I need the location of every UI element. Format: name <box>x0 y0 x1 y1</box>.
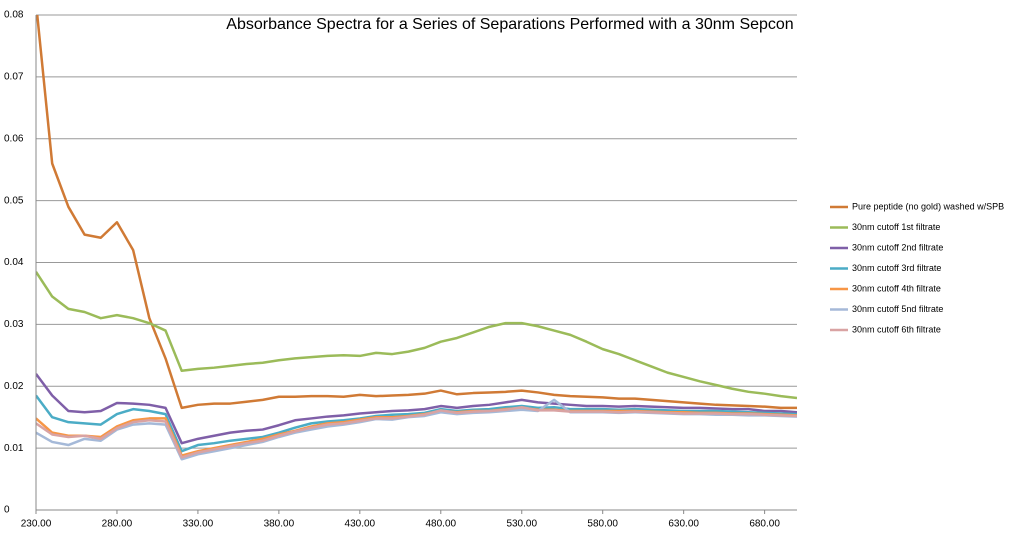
grid <box>36 14 797 511</box>
x-tick-label: 430.00 <box>345 519 376 530</box>
legend-label: 30nm cutoff 4th filtrate <box>852 283 941 293</box>
series-line <box>36 15 797 410</box>
x-tick-label: 480.00 <box>425 519 456 530</box>
chart-title: Absorbance Spectra for a Series of Separ… <box>226 16 793 33</box>
x-tick-label: 530.00 <box>506 519 537 530</box>
y-tick-label: 0.07 <box>4 72 24 83</box>
y-tick-label: 0 <box>4 505 10 516</box>
series-line <box>36 394 797 453</box>
legend-label: 30nm cutoff 6th filtrate <box>852 324 941 334</box>
x-tick-label: 680.00 <box>749 519 780 530</box>
y-tick-label: 0.04 <box>4 257 24 268</box>
y-tick-label: 0.08 <box>4 10 24 21</box>
x-tick-label: 280.00 <box>102 519 133 530</box>
series-line <box>36 373 797 445</box>
legend-label: 30nm cutoff 3rd filtrate <box>852 263 941 273</box>
series-line <box>36 406 797 459</box>
legend-label: 30nm cutoff 2nd filtrate <box>852 242 943 252</box>
y-tick-label: 0.03 <box>4 319 24 330</box>
series-line <box>36 271 797 400</box>
y-tick-label: 0.02 <box>4 381 24 392</box>
x-tick-label: 230.00 <box>21 519 52 530</box>
x-tick-label: 630.00 <box>668 519 699 530</box>
y-tick-label: 0.01 <box>4 443 24 454</box>
legend-label: 30nm cutoff 5nd filtrate <box>852 304 943 314</box>
x-tick-label: 380.00 <box>264 519 295 530</box>
legend-label: Pure peptide (no gold) washed w/SPB <box>852 201 1004 211</box>
y-tick-label: 0.06 <box>4 133 24 144</box>
x-tick-label: 330.00 <box>183 519 214 530</box>
x-tick-label: 580.00 <box>587 519 618 530</box>
y-tick-label: 0.05 <box>4 195 24 206</box>
plot-area <box>36 15 797 461</box>
legend-label: 30nm cutoff 1st filtrate <box>852 222 940 232</box>
